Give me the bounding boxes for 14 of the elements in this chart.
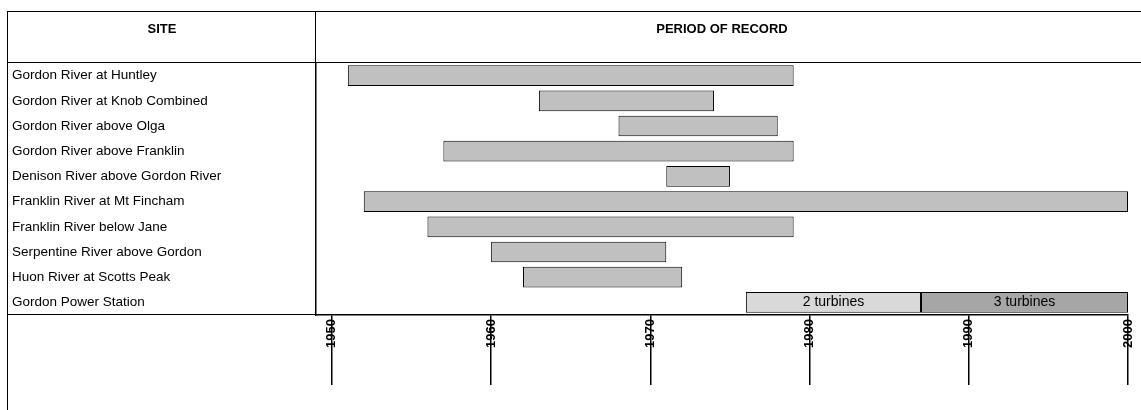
series-label: 2 turbines bbox=[802, 293, 865, 310]
series-label: 3 turbines bbox=[993, 293, 1056, 310]
y-tick-label: Gordon River at Huntley bbox=[12, 67, 158, 83]
y-tick-label: Franklin River below Jane bbox=[12, 218, 168, 234]
y-tick-label: Gordon River at Knob Combined bbox=[12, 92, 208, 108]
y-tick-label: Huon River at Scotts Peak bbox=[12, 268, 171, 284]
y-axis-title: SITE bbox=[147, 21, 177, 37]
y-tick-label: Denison River above Gordon River bbox=[12, 168, 222, 184]
y-tick-label: Gordon River above Olga bbox=[12, 117, 166, 133]
y-tick-label: Serpentine River above Gordon bbox=[12, 243, 202, 259]
y-tick-label: Gordon River above Franklin bbox=[12, 142, 185, 158]
y-tick-label: Franklin River at Mt Fincham bbox=[12, 193, 185, 209]
y-tick-label: Gordon Power Station bbox=[12, 294, 145, 310]
chart-title: PERIOD OF RECORD bbox=[656, 21, 788, 37]
